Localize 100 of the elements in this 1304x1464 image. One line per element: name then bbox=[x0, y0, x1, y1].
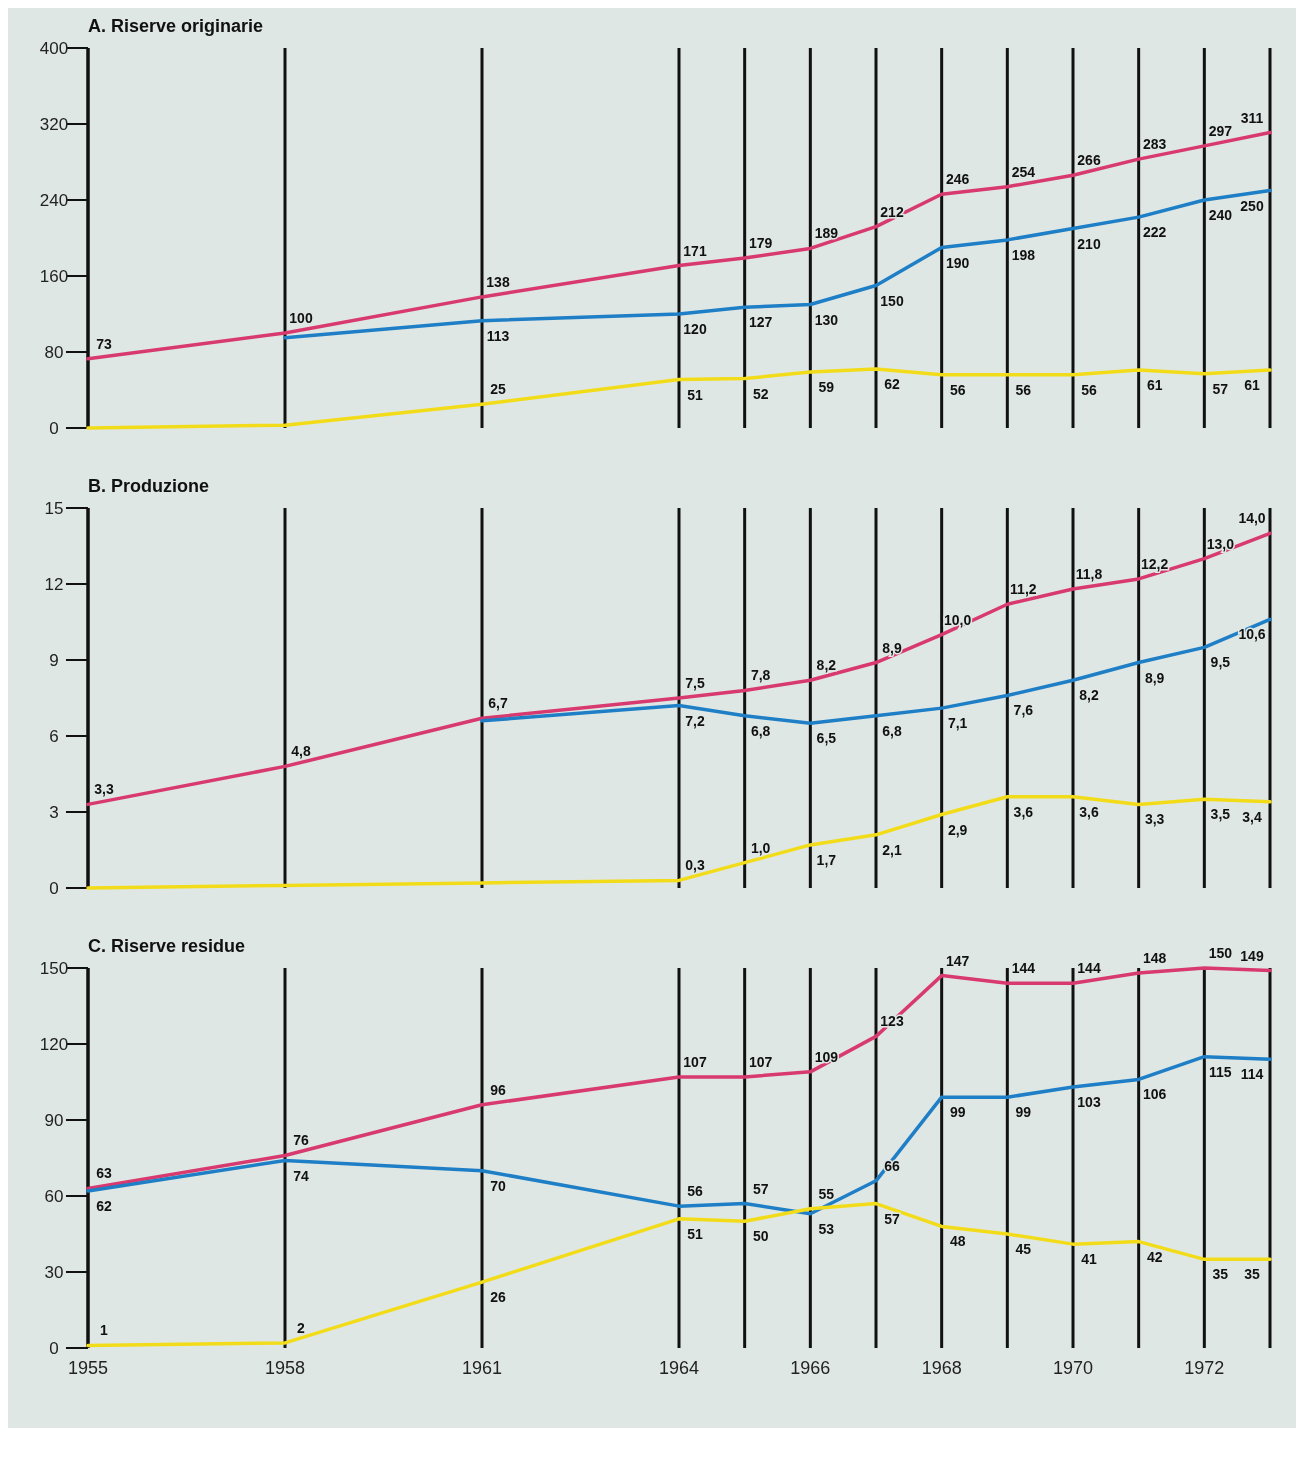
x-tick-label: 1968 bbox=[921, 1358, 962, 1378]
data-label: 7,1 bbox=[947, 715, 968, 732]
y-tick-label: 6 bbox=[49, 727, 59, 746]
data-label: 212 bbox=[880, 203, 904, 220]
x-tick-label: 1972 bbox=[1184, 1358, 1225, 1378]
data-label: 3,6 bbox=[1013, 803, 1034, 820]
data-label: 3,3 bbox=[94, 781, 114, 798]
data-label: 51 bbox=[687, 1225, 703, 1242]
data-label: 113 bbox=[486, 327, 510, 344]
x-tick-label: 1970 bbox=[1052, 1358, 1094, 1378]
data-label: 8,9 bbox=[882, 639, 902, 656]
data-label: 59 bbox=[818, 378, 835, 395]
x-tick-label: 1955 bbox=[67, 1358, 109, 1378]
data-label: 11,2 bbox=[1010, 581, 1037, 598]
data-label: 52 bbox=[752, 385, 769, 402]
data-label: 74 bbox=[293, 1167, 309, 1184]
data-label: 13,0 bbox=[1206, 535, 1235, 552]
y-tick-label: 60 bbox=[44, 1187, 64, 1206]
data-label: 99 bbox=[1015, 1104, 1032, 1121]
data-label: 25 bbox=[490, 381, 506, 398]
data-label: 120 bbox=[683, 321, 707, 337]
data-label: 179 bbox=[748, 234, 773, 251]
data-label: 6,8 bbox=[882, 722, 902, 739]
data-label: 41 bbox=[1081, 1251, 1097, 1268]
y-tick-label: 15 bbox=[44, 499, 64, 518]
x-tick-label: 1958 bbox=[264, 1358, 306, 1378]
data-label: 246 bbox=[945, 171, 970, 188]
y-tick-label: 120 bbox=[39, 1035, 69, 1054]
data-label: 127 bbox=[748, 314, 773, 331]
data-label: 2,9 bbox=[947, 821, 968, 838]
data-label: 147 bbox=[945, 952, 970, 969]
data-label: 189 bbox=[814, 225, 839, 242]
data-label: 42 bbox=[1146, 1248, 1163, 1265]
x-tick-label: 1966 bbox=[790, 1358, 831, 1378]
line-series bbox=[86, 531, 1272, 807]
data-label: 130 bbox=[814, 311, 839, 328]
data-label: 11,8 bbox=[1075, 566, 1103, 583]
data-label: 148 bbox=[1142, 950, 1167, 967]
data-label: 3,5 bbox=[1210, 806, 1231, 823]
line-series bbox=[86, 1054, 1272, 1216]
data-label: 107 bbox=[748, 1053, 773, 1070]
data-label: 266 bbox=[1077, 152, 1101, 169]
data-label: 56 bbox=[949, 381, 966, 398]
data-label: 254 bbox=[1011, 163, 1036, 180]
data-label: 56 bbox=[1015, 381, 1032, 398]
data-label: 35 bbox=[1212, 1266, 1229, 1283]
data-label: 48 bbox=[949, 1233, 966, 1250]
data-label: 190 bbox=[945, 254, 970, 271]
data-label: 1,7 bbox=[816, 851, 837, 868]
data-label: 106 bbox=[1142, 1086, 1167, 1103]
data-label: 210 bbox=[1077, 235, 1101, 252]
data-label: 222 bbox=[1142, 224, 1167, 241]
data-label: 6,5 bbox=[816, 730, 837, 747]
data-label: 7,6 bbox=[1013, 702, 1034, 719]
chart-title: B. Produzione bbox=[88, 476, 209, 496]
data-label: 3,4 bbox=[1242, 808, 1262, 825]
y-tick-label: 0 bbox=[49, 1339, 59, 1358]
data-label: 63 bbox=[96, 1165, 112, 1182]
data-label: 4,8 bbox=[291, 743, 311, 760]
data-label: 62 bbox=[884, 376, 900, 393]
y-tick-label: 3 bbox=[49, 803, 59, 822]
y-tick-label: 12 bbox=[44, 575, 64, 594]
data-label: 8,9 bbox=[1144, 669, 1165, 686]
data-label: 56 bbox=[687, 1183, 703, 1200]
data-label: 144 bbox=[1011, 960, 1036, 977]
chart-title: A. Riserve originarie bbox=[88, 16, 264, 36]
line-series bbox=[86, 1201, 1272, 1348]
y-tick-label: 320 bbox=[39, 115, 69, 134]
data-label: 70 bbox=[490, 1177, 506, 1194]
y-tick-label: 80 bbox=[44, 343, 64, 362]
data-label: 57 bbox=[752, 1180, 769, 1197]
data-label: 283 bbox=[1142, 136, 1167, 153]
data-label: 9,5 bbox=[1210, 654, 1231, 671]
data-label: 7,5 bbox=[685, 675, 705, 691]
data-label: 1 bbox=[100, 1322, 109, 1339]
data-label: 0,3 bbox=[685, 857, 705, 874]
data-label: 114 bbox=[1240, 1066, 1264, 1083]
x-tick-label: 1964 bbox=[658, 1358, 700, 1378]
data-label: 56 bbox=[1081, 381, 1097, 398]
data-label: 96 bbox=[490, 1081, 506, 1098]
y-tick-label: 160 bbox=[39, 267, 69, 286]
data-label: 2 bbox=[297, 1319, 306, 1336]
data-label: 2,1 bbox=[882, 841, 902, 858]
data-label: 53 bbox=[818, 1220, 835, 1237]
data-label: 103 bbox=[1077, 1094, 1101, 1111]
data-label: 10,0 bbox=[944, 611, 972, 628]
y-tick-label: 9 bbox=[49, 651, 59, 670]
line-series bbox=[86, 795, 1272, 890]
data-label: 26 bbox=[490, 1289, 506, 1306]
data-label: 115 bbox=[1209, 1063, 1232, 1080]
data-label: 45 bbox=[1015, 1241, 1032, 1257]
data-label: 250 bbox=[1240, 197, 1264, 214]
data-label: 14,0 bbox=[1238, 510, 1266, 527]
data-label: 138 bbox=[486, 273, 510, 290]
data-label: 144 bbox=[1077, 960, 1101, 977]
data-label: 99 bbox=[949, 1104, 966, 1121]
data-label: 62 bbox=[96, 1197, 112, 1214]
data-label: 107 bbox=[683, 1053, 707, 1070]
data-label: 6,7 bbox=[488, 695, 508, 712]
data-label: 57 bbox=[884, 1210, 900, 1227]
